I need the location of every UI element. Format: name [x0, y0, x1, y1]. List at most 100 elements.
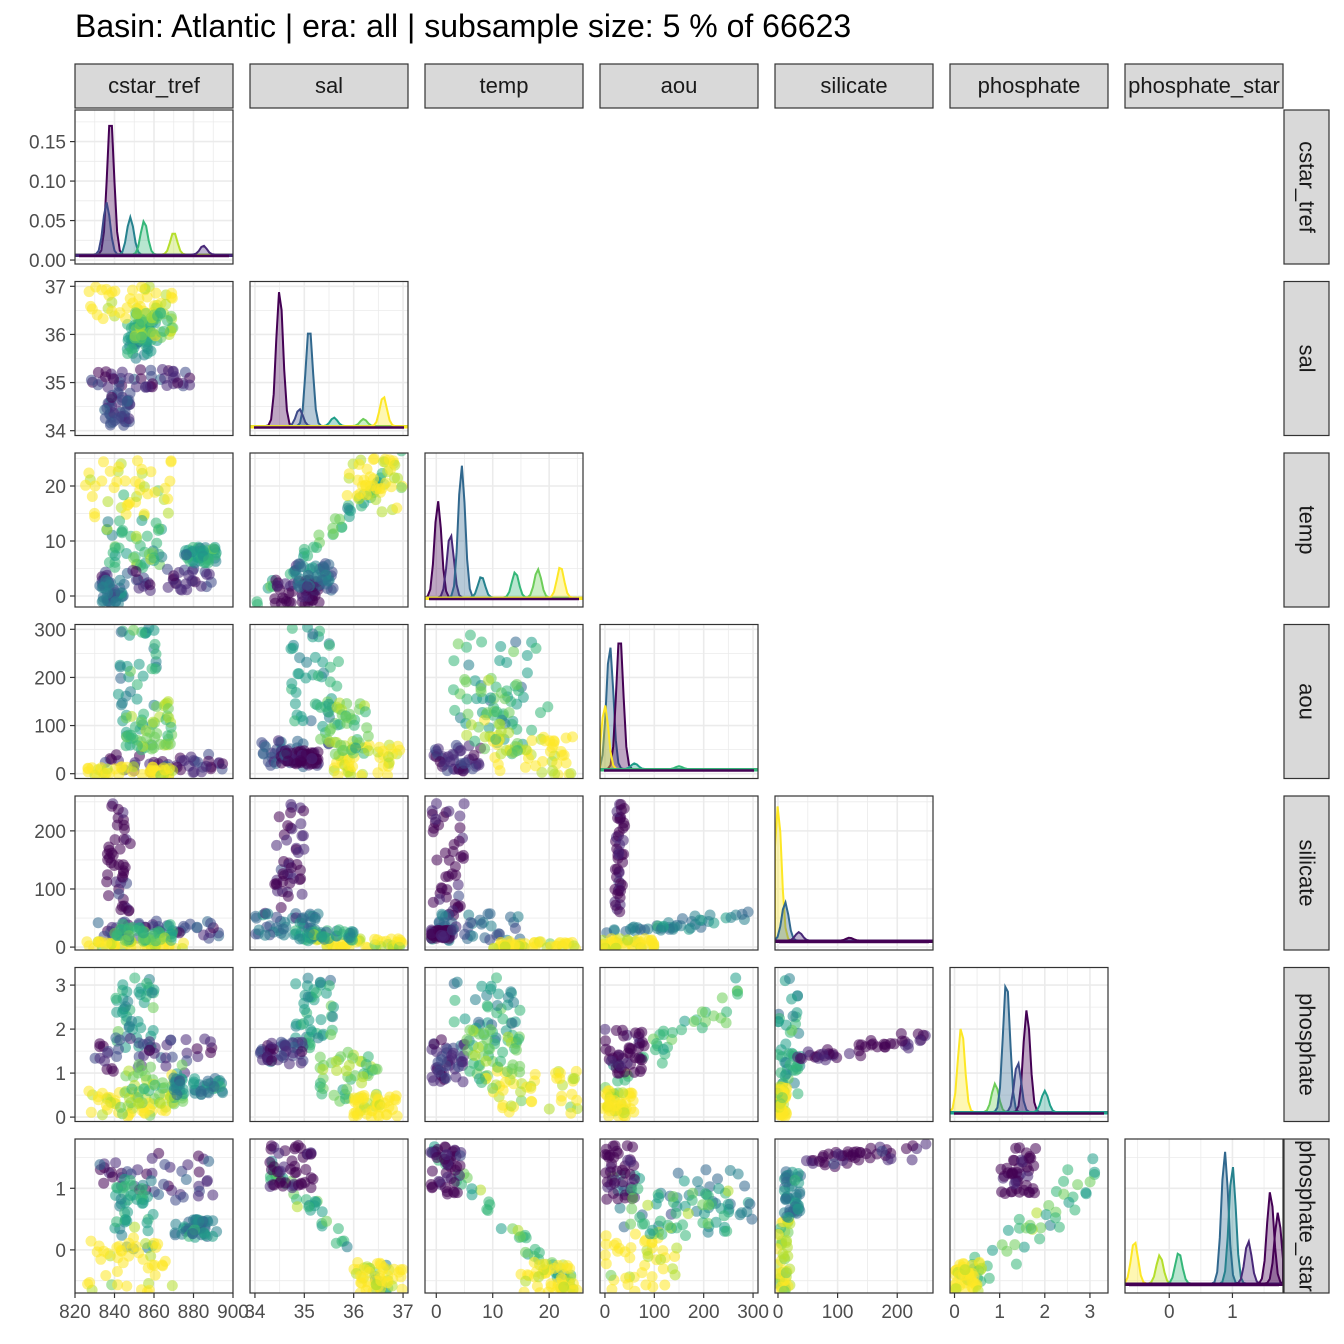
scatter-point — [115, 672, 127, 684]
scatter-point — [628, 921, 640, 933]
strip-background — [74, 63, 234, 109]
panel-background — [1125, 1139, 1283, 1293]
scatter-point — [610, 1025, 622, 1036]
scatter-point — [612, 1148, 624, 1159]
scatter-point — [333, 924, 345, 936]
scatter-point — [625, 1218, 637, 1230]
scatter-point — [494, 718, 506, 730]
scatter-point — [605, 1269, 617, 1281]
y-tick-label: 0 — [55, 765, 66, 786]
scatter-point — [520, 1246, 531, 1258]
scatter-point — [558, 1281, 570, 1293]
density-layer — [600, 642, 758, 772]
scatter-point — [131, 740, 143, 752]
y-tick-label: 36 — [45, 325, 66, 346]
panel-aou-vs-temp — [424, 623, 584, 780]
scatter-point — [295, 561, 307, 573]
scatter-point — [146, 743, 158, 755]
scatter-point — [85, 1235, 97, 1247]
scatter-layer — [425, 798, 581, 950]
scatter-point — [432, 743, 444, 755]
panel-border — [774, 966, 934, 1123]
scatter-point — [856, 1039, 867, 1051]
scatter-point — [133, 1097, 145, 1108]
scatter-point — [513, 1033, 524, 1045]
scatter-point — [1089, 1166, 1101, 1178]
scatter-point — [136, 925, 148, 937]
scatter-point — [426, 1165, 438, 1177]
scatter-point — [95, 1253, 107, 1265]
scatter-point — [99, 1055, 110, 1067]
scatter-point — [427, 896, 439, 908]
scatter-point — [192, 1051, 204, 1063]
scatter-point — [368, 453, 380, 465]
scatter-point — [111, 1181, 123, 1193]
strip-background — [774, 63, 934, 109]
scatter-point — [491, 1000, 503, 1011]
scatter-point — [655, 1254, 667, 1265]
scatter-point — [1035, 1222, 1047, 1234]
strip-background — [1124, 63, 1284, 109]
scatter-point — [124, 1020, 135, 1032]
y-tick-label: 10 — [45, 532, 66, 553]
scatter-point — [116, 697, 128, 709]
y-axis-silicate: 0 100 200 — [34, 822, 75, 959]
scatter-point — [121, 1280, 133, 1292]
scatter-point — [480, 1055, 492, 1067]
scatter-point — [135, 364, 146, 376]
panel-border — [599, 623, 759, 780]
strip-top-aou: aou — [599, 63, 759, 109]
scatter-point — [555, 1272, 567, 1284]
scatter-layer — [81, 798, 225, 950]
scatter-layer — [600, 798, 754, 950]
scatter-point — [692, 1176, 704, 1188]
strip-top-phosphate: phosphate — [949, 63, 1109, 109]
scatter-point — [548, 736, 560, 748]
scatter-point — [117, 1007, 128, 1018]
chart-title: Basin: Atlantic | era: all | subsample s… — [75, 8, 852, 44]
scatter-point — [481, 1203, 493, 1215]
scatter-point — [633, 1028, 645, 1040]
scatter-point — [610, 942, 622, 950]
scatter-point — [124, 838, 136, 850]
scatter-point — [217, 1087, 229, 1099]
scatter-point — [1008, 1154, 1019, 1166]
scatter-point — [178, 937, 189, 949]
scatter-point — [626, 1087, 638, 1099]
scatter-point — [464, 1024, 476, 1036]
x-tick-label: 840 — [99, 1302, 131, 1323]
panel-border — [949, 1138, 1109, 1294]
scatter-point — [145, 1175, 157, 1187]
scatter-point — [327, 942, 339, 950]
scatter-point — [271, 839, 283, 851]
scatter-point — [494, 655, 506, 667]
scatter-point — [207, 1189, 219, 1201]
scatter-point — [713, 1183, 725, 1195]
scatter-point — [696, 1006, 708, 1018]
scatter-layer — [775, 1139, 932, 1293]
scatter-point — [1063, 1196, 1075, 1208]
scatter-point — [1043, 1200, 1055, 1211]
x-tick-label: 0 — [431, 1302, 442, 1323]
scatter-point — [109, 414, 121, 426]
scatter-point — [198, 929, 210, 941]
scatter-point — [784, 973, 795, 985]
scatter-point — [187, 1078, 199, 1090]
scatter-point — [139, 1107, 151, 1119]
scatter-point — [159, 1255, 171, 1267]
panel-border — [599, 795, 759, 951]
panel-border — [74, 623, 234, 780]
scatter-point — [475, 683, 487, 694]
y-tick-label: 0.10 — [29, 172, 66, 193]
scatter-point — [141, 348, 153, 359]
scatter-point — [448, 655, 460, 667]
scatter-point — [843, 1048, 855, 1060]
scatter-point — [739, 1180, 751, 1192]
scatter-point — [129, 1221, 141, 1233]
scatter-point — [511, 679, 523, 690]
scatter-point — [794, 1186, 806, 1198]
scatter-layer — [82, 624, 229, 779]
y-tick-label: 100 — [34, 717, 66, 738]
scatter-point — [277, 923, 289, 935]
panel-aou-vs-cstar_tref — [74, 623, 234, 780]
